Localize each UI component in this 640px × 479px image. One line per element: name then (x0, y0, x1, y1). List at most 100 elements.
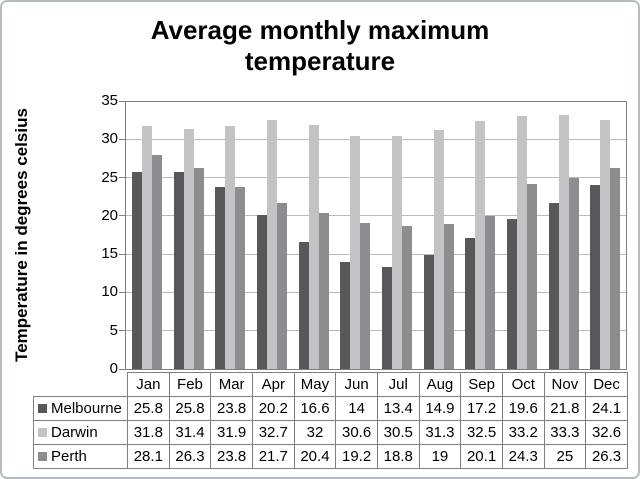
table-row-perth: Perth 28.1 26.3 23.8 21.7 20.4 19.2 18.8 19 20.1 2… (33, 444, 628, 469)
value-darwin-jan: 31.8 (127, 420, 170, 445)
bar-darwin-nov (558, 114, 569, 369)
bar-group-feb (168, 102, 210, 369)
bar-darwin-mar (225, 125, 236, 369)
chart-title-line2: temperature (244, 46, 396, 77)
bar-darwin-dec (600, 120, 611, 369)
value-perth-mar: 23.8 (210, 444, 253, 469)
legend-cell-melbourne: Melbourne (33, 396, 128, 421)
bar-melbourne-feb (173, 172, 184, 369)
series-label-darwin: Darwin (51, 424, 98, 441)
month-header-apr: Apr (251, 372, 295, 397)
value-darwin-jul: 30.5 (376, 420, 420, 445)
bar-melbourne-mar (215, 187, 226, 369)
bar-darwin-feb (183, 129, 194, 369)
month-header-feb: Feb (168, 372, 212, 397)
value-perth-apr: 21.7 (251, 444, 295, 469)
bar-group-may (293, 102, 335, 369)
value-melbourne-sep: 17.2 (460, 396, 503, 421)
bar-groups (126, 102, 626, 369)
value-melbourne-dec: 24.1 (585, 396, 628, 421)
bar-perth-oct (526, 183, 537, 369)
data-table: Jan Feb Mar Apr May Jun Jul Aug Sep Oct Nov Dec Melb… (33, 372, 628, 469)
month-header-oct: Oct (501, 372, 545, 397)
value-melbourne-aug: 14.9 (418, 396, 462, 421)
gridline-25 (126, 177, 626, 179)
bar-perth-sep (485, 215, 496, 369)
bar-group-jul (376, 102, 418, 369)
bar-perth-jul (401, 225, 412, 369)
y-tick-label-0: 0 (109, 360, 118, 377)
value-perth-jul: 18.8 (376, 444, 420, 469)
bar-melbourne-may (298, 242, 309, 369)
value-perth-sep: 20.1 (460, 444, 503, 469)
bar-group-aug (418, 102, 460, 369)
gridline-20 (126, 215, 626, 217)
bar-perth-jun (360, 222, 371, 369)
bar-group-jan (126, 102, 168, 369)
bar-melbourne-dec (590, 185, 601, 369)
value-perth-aug: 19 (418, 444, 462, 469)
bar-group-jun (334, 102, 376, 369)
legend-swatch-darwin (38, 428, 47, 437)
bar-melbourne-jan (131, 172, 142, 369)
bar-group-oct (501, 102, 543, 369)
value-melbourne-apr: 20.2 (251, 396, 295, 421)
gridline-10 (126, 291, 626, 293)
bar-melbourne-nov (548, 202, 559, 369)
month-header-jul: Jul (376, 372, 420, 397)
month-header-nov: Nov (543, 372, 587, 397)
value-melbourne-jan: 25.8 (127, 396, 170, 421)
value-perth-jan: 28.1 (127, 444, 170, 469)
value-darwin-feb: 31.4 (168, 420, 212, 445)
legend-cell-darwin: Darwin (33, 420, 128, 445)
y-tick-label-20: 20 (101, 206, 118, 224)
bar-group-mar (209, 102, 251, 369)
bar-darwin-jun (350, 135, 361, 369)
value-darwin-oct: 33.2 (501, 420, 545, 445)
table-corner-blank (34, 373, 128, 397)
bar-group-sep (459, 102, 501, 369)
month-header-jan: Jan (127, 372, 170, 397)
value-perth-may: 20.4 (293, 444, 337, 469)
y-tick-mark-20 (119, 215, 125, 217)
value-melbourne-may: 16.6 (293, 396, 337, 421)
y-tick-label-35: 35 (101, 92, 118, 109)
bar-group-apr (251, 102, 293, 369)
value-darwin-nov: 33.3 (543, 420, 587, 445)
bar-group-dec (584, 102, 626, 369)
month-header-aug: Aug (418, 372, 462, 397)
y-tick-mark-35 (119, 100, 125, 102)
y-tick-label-30: 30 (101, 130, 118, 148)
month-header-jun: Jun (335, 372, 378, 397)
gridline-15 (126, 253, 626, 255)
value-darwin-aug: 31.3 (418, 420, 462, 445)
bar-darwin-may (308, 124, 319, 369)
chart-title-line1: Average monthly maximum (150, 15, 490, 45)
bar-perth-nov (568, 178, 579, 369)
chart-title: Average monthly maximum temperature (2, 15, 638, 77)
bar-melbourne-jun (340, 262, 351, 369)
y-tick-label-15: 15 (101, 245, 118, 263)
value-darwin-dec: 32.6 (585, 420, 628, 445)
y-axis-tick-marks (119, 100, 125, 370)
table-header-row: Jan Feb Mar Apr May Jun Jul Aug Sep Oct Nov Dec (34, 372, 628, 397)
value-darwin-jun: 30.6 (335, 420, 378, 445)
value-perth-feb: 26.3 (168, 444, 212, 469)
y-tick-mark-25 (119, 177, 125, 179)
value-melbourne-nov: 21.8 (543, 396, 587, 421)
bar-perth-jan (151, 154, 162, 369)
legend-swatch-melbourne (38, 404, 47, 413)
value-perth-jun: 19.2 (335, 444, 378, 469)
series-label-melbourne: Melbourne (51, 400, 122, 417)
bar-darwin-sep (475, 121, 486, 369)
legend-swatch-perth (38, 452, 47, 461)
table-row-darwin: Darwin 31.8 31.4 31.9 32.7 32 30.6 30.5 31.3 32.5… (33, 420, 628, 445)
bar-perth-may (318, 213, 329, 369)
y-tick-label-25: 25 (101, 168, 118, 186)
y-axis-tick-labels: 0 5 10 15 20 25 30 35 (88, 92, 118, 377)
plot-area (125, 101, 627, 370)
bar-darwin-aug (433, 130, 444, 369)
value-darwin-apr: 32.7 (251, 420, 295, 445)
value-darwin-may: 32 (293, 420, 337, 445)
bar-melbourne-apr (256, 214, 267, 369)
